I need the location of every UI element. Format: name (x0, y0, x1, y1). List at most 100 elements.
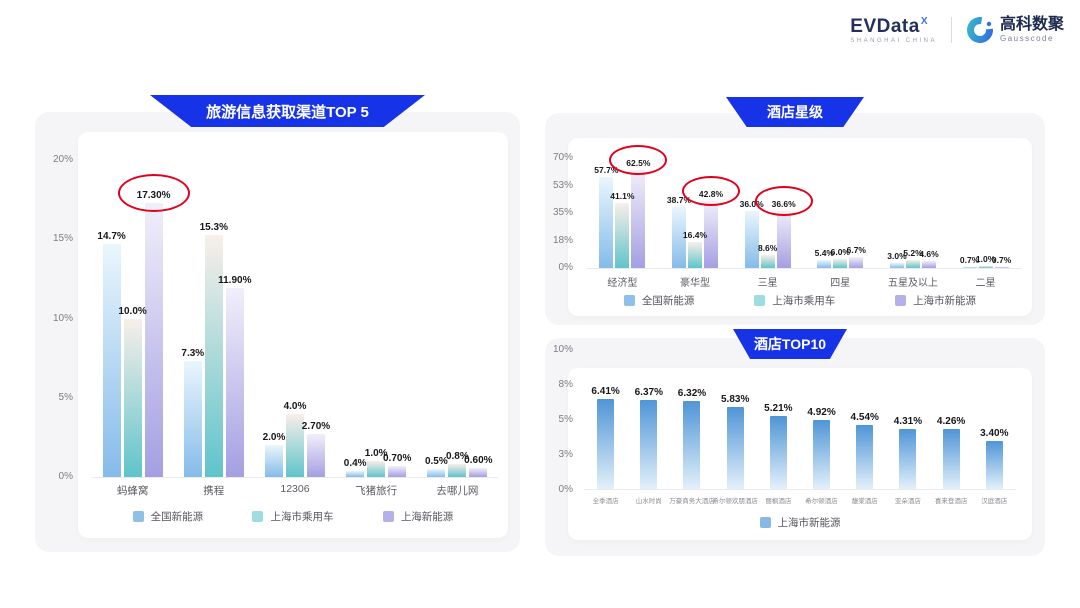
bar-全国新能源-二星: 0.7% (960, 255, 979, 268)
bar-group: 4.26% 喜来登酒店 (935, 349, 968, 505)
x-category-label: 希尔顿酒店 (805, 498, 838, 505)
bar-全国新能源-豪华型: 38.7% (667, 195, 691, 268)
hotel-top10-legend: 上海市新能源 (568, 515, 1032, 530)
bar-value-label: 0.8% (445, 451, 469, 463)
bar-value-label: 11.90% (218, 275, 252, 287)
bar-value-label: 0.5% (424, 456, 448, 468)
bar-value-label: 5.2% (903, 247, 923, 258)
x-category-label: 馥棠酒店 (851, 498, 878, 505)
x-category-label: 12306 (280, 483, 310, 495)
y-tick-label: 53% (552, 179, 573, 191)
bar-value-label: 6.37% (634, 386, 663, 398)
x-category-label: 全季酒店 (592, 498, 619, 505)
bar-上海市新能源-喜来登酒店: 4.26% (937, 416, 965, 489)
bar-上海市新能源-山水时尚: 6.37% (635, 387, 663, 489)
y-tick-label: 5% (558, 414, 573, 425)
legend-item: 上海市新能源 (895, 293, 976, 308)
bar-value-label: 4.92% (807, 407, 836, 419)
bar-value-label: 0.7% (959, 254, 980, 265)
evdata-wordmark: EVData (850, 15, 920, 37)
y-tick-label: 5% (58, 391, 73, 403)
bar-上海市乘用车-豪华型: 16.4% (683, 230, 707, 268)
bar-全国新能源-五星及以上: 3.0% (887, 251, 907, 268)
gausscode-circle-icon (966, 17, 993, 43)
bar-上海市新能源-馥棠酒店: 4.54% (851, 412, 879, 489)
bar-group: 5.83% 希尔顿欢朋酒店 (712, 349, 758, 505)
bar-value-label: 3.40% (980, 428, 1009, 440)
x-category-label: 万豪商务大酒店 (669, 498, 715, 505)
legend-item: 上海市乘用车 (754, 293, 835, 308)
bar-group: 57.7% 41.1% 62.5% 经济型 (594, 144, 668, 289)
bar-value-label: 5.21% (764, 403, 793, 415)
bar-上海市新能源-三星: 36.6% (754, 185, 813, 268)
travel-channels-title: 旅游信息获取渠道TOP 5 (206, 103, 369, 121)
x-category-label: 汉庭酒店 (981, 498, 1008, 505)
bar-全国新能源-四星: 5.4% (815, 248, 834, 268)
bar-上海市乘用车-飞猪旅行: 1.0% (365, 448, 388, 477)
bar-value-label: 8.6% (757, 242, 778, 253)
bar-全国新能源-飞猪旅行: 0.4% (344, 458, 367, 477)
hotel-star-panel: 酒店星级 70% 53% 35% 18% 0% 57.7% 41.1% 62.5% 经济型 38… (545, 97, 1045, 325)
y-tick-label: 10% (552, 344, 573, 355)
bar-value-label: 62.5% (626, 157, 651, 168)
bar-group: 0.7% 1.0% 0.7% 二星 (960, 158, 1011, 289)
hotel-star-title-banner: 酒店星级 (726, 97, 864, 127)
bar-上海市新能源-五星及以上: 4.6% (919, 249, 939, 268)
x-category-label: 二星 (975, 278, 996, 289)
x-category-label: 四星 (830, 278, 851, 289)
travel-channels-panel: 旅游信息获取渠道TOP 5 20% 15% 10% 5% 0% 14.7% 10.0% 17… (35, 95, 520, 552)
bar-value-label: 2.70% (301, 421, 331, 433)
bar-上海市新能源-全季酒店: 6.41% (591, 386, 620, 489)
x-category-label: 五星及以上 (887, 278, 938, 289)
bar-group: 3.40% 汉庭酒店 (980, 349, 1008, 505)
legend-chip-icon (759, 517, 771, 528)
hotel-star-card: 57.7% 41.1% 62.5% 经济型 38.7% 16.4% 42.8% 豪华型 36.0… (568, 138, 1032, 316)
bar-group: 36.0% 8.6% 36.6% 三星 (740, 158, 813, 289)
bar-value-label: 42.8% (698, 188, 724, 199)
bar-上海市新能源-万豪商务大酒店: 6.32% (678, 388, 706, 489)
gausscode-logo: 高科数聚 Gausscode (966, 16, 1064, 44)
legend-item: 全国新能源 (623, 293, 694, 308)
bar-group: 3.0% 5.2% 4.6% 五星及以上 (887, 158, 939, 289)
bar-value-label: 2.0% (262, 432, 286, 444)
legend-item: 上海市新能源 (759, 515, 841, 530)
bar-value-label: 36.0% (739, 199, 764, 210)
bar-上海市乘用车-经济型: 41.1% (610, 191, 634, 268)
bar-上海市新能源-希尔顿酒店: 4.92% (807, 407, 836, 489)
bar-上海市乘用车-携程: 15.3% (200, 222, 228, 477)
bar-上海市乘用车-四星: 6.0% (831, 247, 850, 268)
x-category-label: 去哪儿网 (436, 485, 479, 497)
hotel-top10-title-banner: 酒店TOP10 (733, 329, 847, 359)
bar-group: 6.41% 全季酒店 (591, 349, 620, 505)
bar-value-label: 6.41% (591, 386, 620, 398)
y-tick-label: 8% (558, 379, 573, 390)
legend-item: 上海市乘用车 (252, 509, 333, 524)
bar-全国新能源-三星: 36.0% (740, 199, 764, 268)
bar-group: 2.0% 4.0% 2.70% 12306 (262, 160, 331, 495)
bar-value-label: 0.70% (382, 452, 412, 464)
bar-value-label: 1.0% (975, 254, 996, 265)
legend-item: 上海新能源 (382, 509, 453, 524)
bar-group: 6.32% 万豪商务大酒店 (669, 349, 715, 505)
bar-group: 4.31% 亚朵酒店 (894, 349, 922, 505)
bar-上海市乘用车-12306: 4.0% (284, 401, 306, 477)
bar-value-label: 57.7% (594, 165, 619, 176)
logo-divider (950, 17, 952, 43)
legend-chip-icon (895, 295, 907, 306)
bar-上海新能源-12306: 2.70% (302, 421, 330, 477)
hotel-star-y-axis: 70% 53% 35% 18% 0% (547, 151, 573, 275)
bar-上海市新能源-经济型: 62.5% (609, 144, 668, 268)
gausscode-text: 高科数聚 Gausscode (1000, 17, 1064, 43)
y-tick-label: 18% (552, 234, 573, 246)
legend-label: 上海市乘用车 (772, 295, 836, 307)
bar-group: 14.7% 10.0% 17.30% 蚂蜂窝 (97, 160, 190, 497)
x-category-label: 希尔顿欢朋酒店 (712, 498, 758, 505)
legend-chip-icon (382, 511, 394, 522)
y-tick-label: 15% (52, 233, 73, 245)
bar-group: 5.21% 丽枫酒店 (764, 349, 792, 505)
legend-chip-icon (132, 511, 144, 522)
bar-上海新能源-飞猪旅行: 0.70% (383, 453, 411, 477)
bar-上海新能源-去哪儿网: 0.60% (464, 455, 493, 477)
travel-channels-legend: 全国新能源 上海市乘用车 上海新能源 (78, 509, 508, 524)
bar-全国新能源-携程: 7.3% (181, 348, 204, 477)
